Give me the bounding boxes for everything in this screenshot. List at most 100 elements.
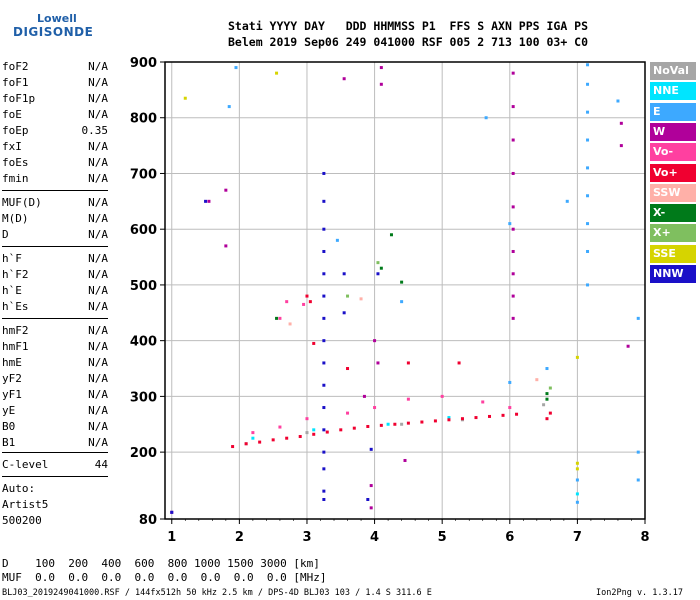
data-point xyxy=(322,428,326,432)
x-tick-label: 4 xyxy=(370,530,379,545)
data-point xyxy=(312,341,316,345)
data-point xyxy=(575,467,579,471)
footer-file-info: BLJ03_2019249041000.RSF / 144fx512h 50 k… xyxy=(2,588,432,598)
data-point xyxy=(359,297,363,301)
param-name: h`F xyxy=(2,252,22,265)
data-point xyxy=(586,222,590,226)
auto-scaling-line: 500200 xyxy=(2,514,42,527)
data-point xyxy=(312,432,316,436)
data-point xyxy=(376,261,380,265)
separator xyxy=(2,318,108,319)
data-point xyxy=(379,82,383,86)
data-point xyxy=(346,411,350,415)
data-point xyxy=(335,238,339,242)
data-point xyxy=(322,294,326,298)
data-point xyxy=(366,497,370,501)
data-point xyxy=(305,431,309,435)
x-tick-label: 8 xyxy=(640,530,649,545)
y-tick-label: 200 xyxy=(130,446,157,461)
data-point xyxy=(285,436,289,440)
plot-frame xyxy=(164,61,646,520)
data-point xyxy=(508,380,512,384)
data-point xyxy=(400,280,404,284)
data-point xyxy=(586,194,590,198)
data-point xyxy=(275,316,279,320)
logo-bottom-text: DIGISONDE xyxy=(13,25,94,39)
param-value: N/A xyxy=(88,60,108,73)
data-point xyxy=(275,71,279,75)
data-point xyxy=(406,397,410,401)
data-point xyxy=(545,397,549,401)
x-tick-label: 1 xyxy=(167,530,176,545)
separator xyxy=(2,246,108,247)
chart-marks xyxy=(170,63,640,514)
data-point xyxy=(460,417,464,421)
data-point xyxy=(231,445,235,449)
auto-scaling-line: Auto: xyxy=(2,482,36,495)
data-point xyxy=(508,406,512,410)
legend-item: Vo- xyxy=(650,143,696,162)
data-point xyxy=(224,244,228,248)
data-point xyxy=(636,450,640,454)
data-point xyxy=(322,361,326,365)
separator xyxy=(2,190,108,191)
data-point xyxy=(183,96,187,100)
legend-item: X- xyxy=(650,204,696,223)
param-value: N/A xyxy=(88,92,108,105)
data-point xyxy=(400,300,404,304)
param-value: N/A xyxy=(88,420,108,433)
legend-item: W xyxy=(650,122,696,141)
data-point xyxy=(389,233,393,237)
param-value: N/A xyxy=(88,172,108,185)
param-value: 0.35 xyxy=(81,124,109,137)
data-point xyxy=(376,272,380,276)
data-point xyxy=(305,417,309,421)
data-point xyxy=(515,412,519,416)
data-point xyxy=(511,316,515,320)
x-tick-label: 6 xyxy=(505,530,514,545)
data-point xyxy=(548,411,552,415)
data-point xyxy=(575,500,579,504)
data-point xyxy=(339,428,343,432)
param-value: N/A xyxy=(88,212,108,225)
data-point xyxy=(433,419,437,423)
data-point xyxy=(511,71,515,75)
data-point xyxy=(575,355,579,359)
muf-row: MUF 0.0 0.0 0.0 0.0 0.0 0.0 0.0 0.0 [MHz… xyxy=(2,571,327,584)
data-point xyxy=(379,66,383,70)
param-name: h`F2 xyxy=(2,268,29,281)
auto-scaling-line: Artist5 xyxy=(2,498,49,511)
data-point xyxy=(278,316,282,320)
data-point xyxy=(481,400,485,404)
separator xyxy=(2,476,108,477)
data-point xyxy=(400,422,404,426)
data-point xyxy=(616,99,620,103)
param-value: N/A xyxy=(88,388,108,401)
data-point xyxy=(586,283,590,287)
param-name: B1 xyxy=(2,436,16,449)
data-point xyxy=(545,392,549,396)
legend-item: NNE xyxy=(650,82,696,101)
param-name: yF2 xyxy=(2,372,22,385)
param-value: N/A xyxy=(88,340,108,353)
data-point xyxy=(258,440,262,444)
data-point xyxy=(322,249,326,253)
legend-item: Vo+ xyxy=(650,163,696,182)
y-tick-label: 900 xyxy=(130,56,157,71)
header-row-values: Belem 2019 Sep06 249 041000 RSF 005 2 71… xyxy=(228,35,589,49)
data-point xyxy=(511,205,515,209)
legend-item: SSE xyxy=(650,244,696,263)
data-point xyxy=(586,110,590,114)
data-point xyxy=(244,442,248,446)
data-point xyxy=(511,227,515,231)
data-point xyxy=(366,424,370,428)
data-point xyxy=(322,383,326,387)
param-name: foF1 xyxy=(2,76,29,89)
data-point xyxy=(386,422,390,426)
y-tick-label: 800 xyxy=(130,112,157,127)
param-name: D xyxy=(2,228,9,241)
data-point xyxy=(586,63,590,67)
data-point xyxy=(545,367,549,371)
data-point xyxy=(322,467,326,471)
data-point xyxy=(403,458,407,462)
